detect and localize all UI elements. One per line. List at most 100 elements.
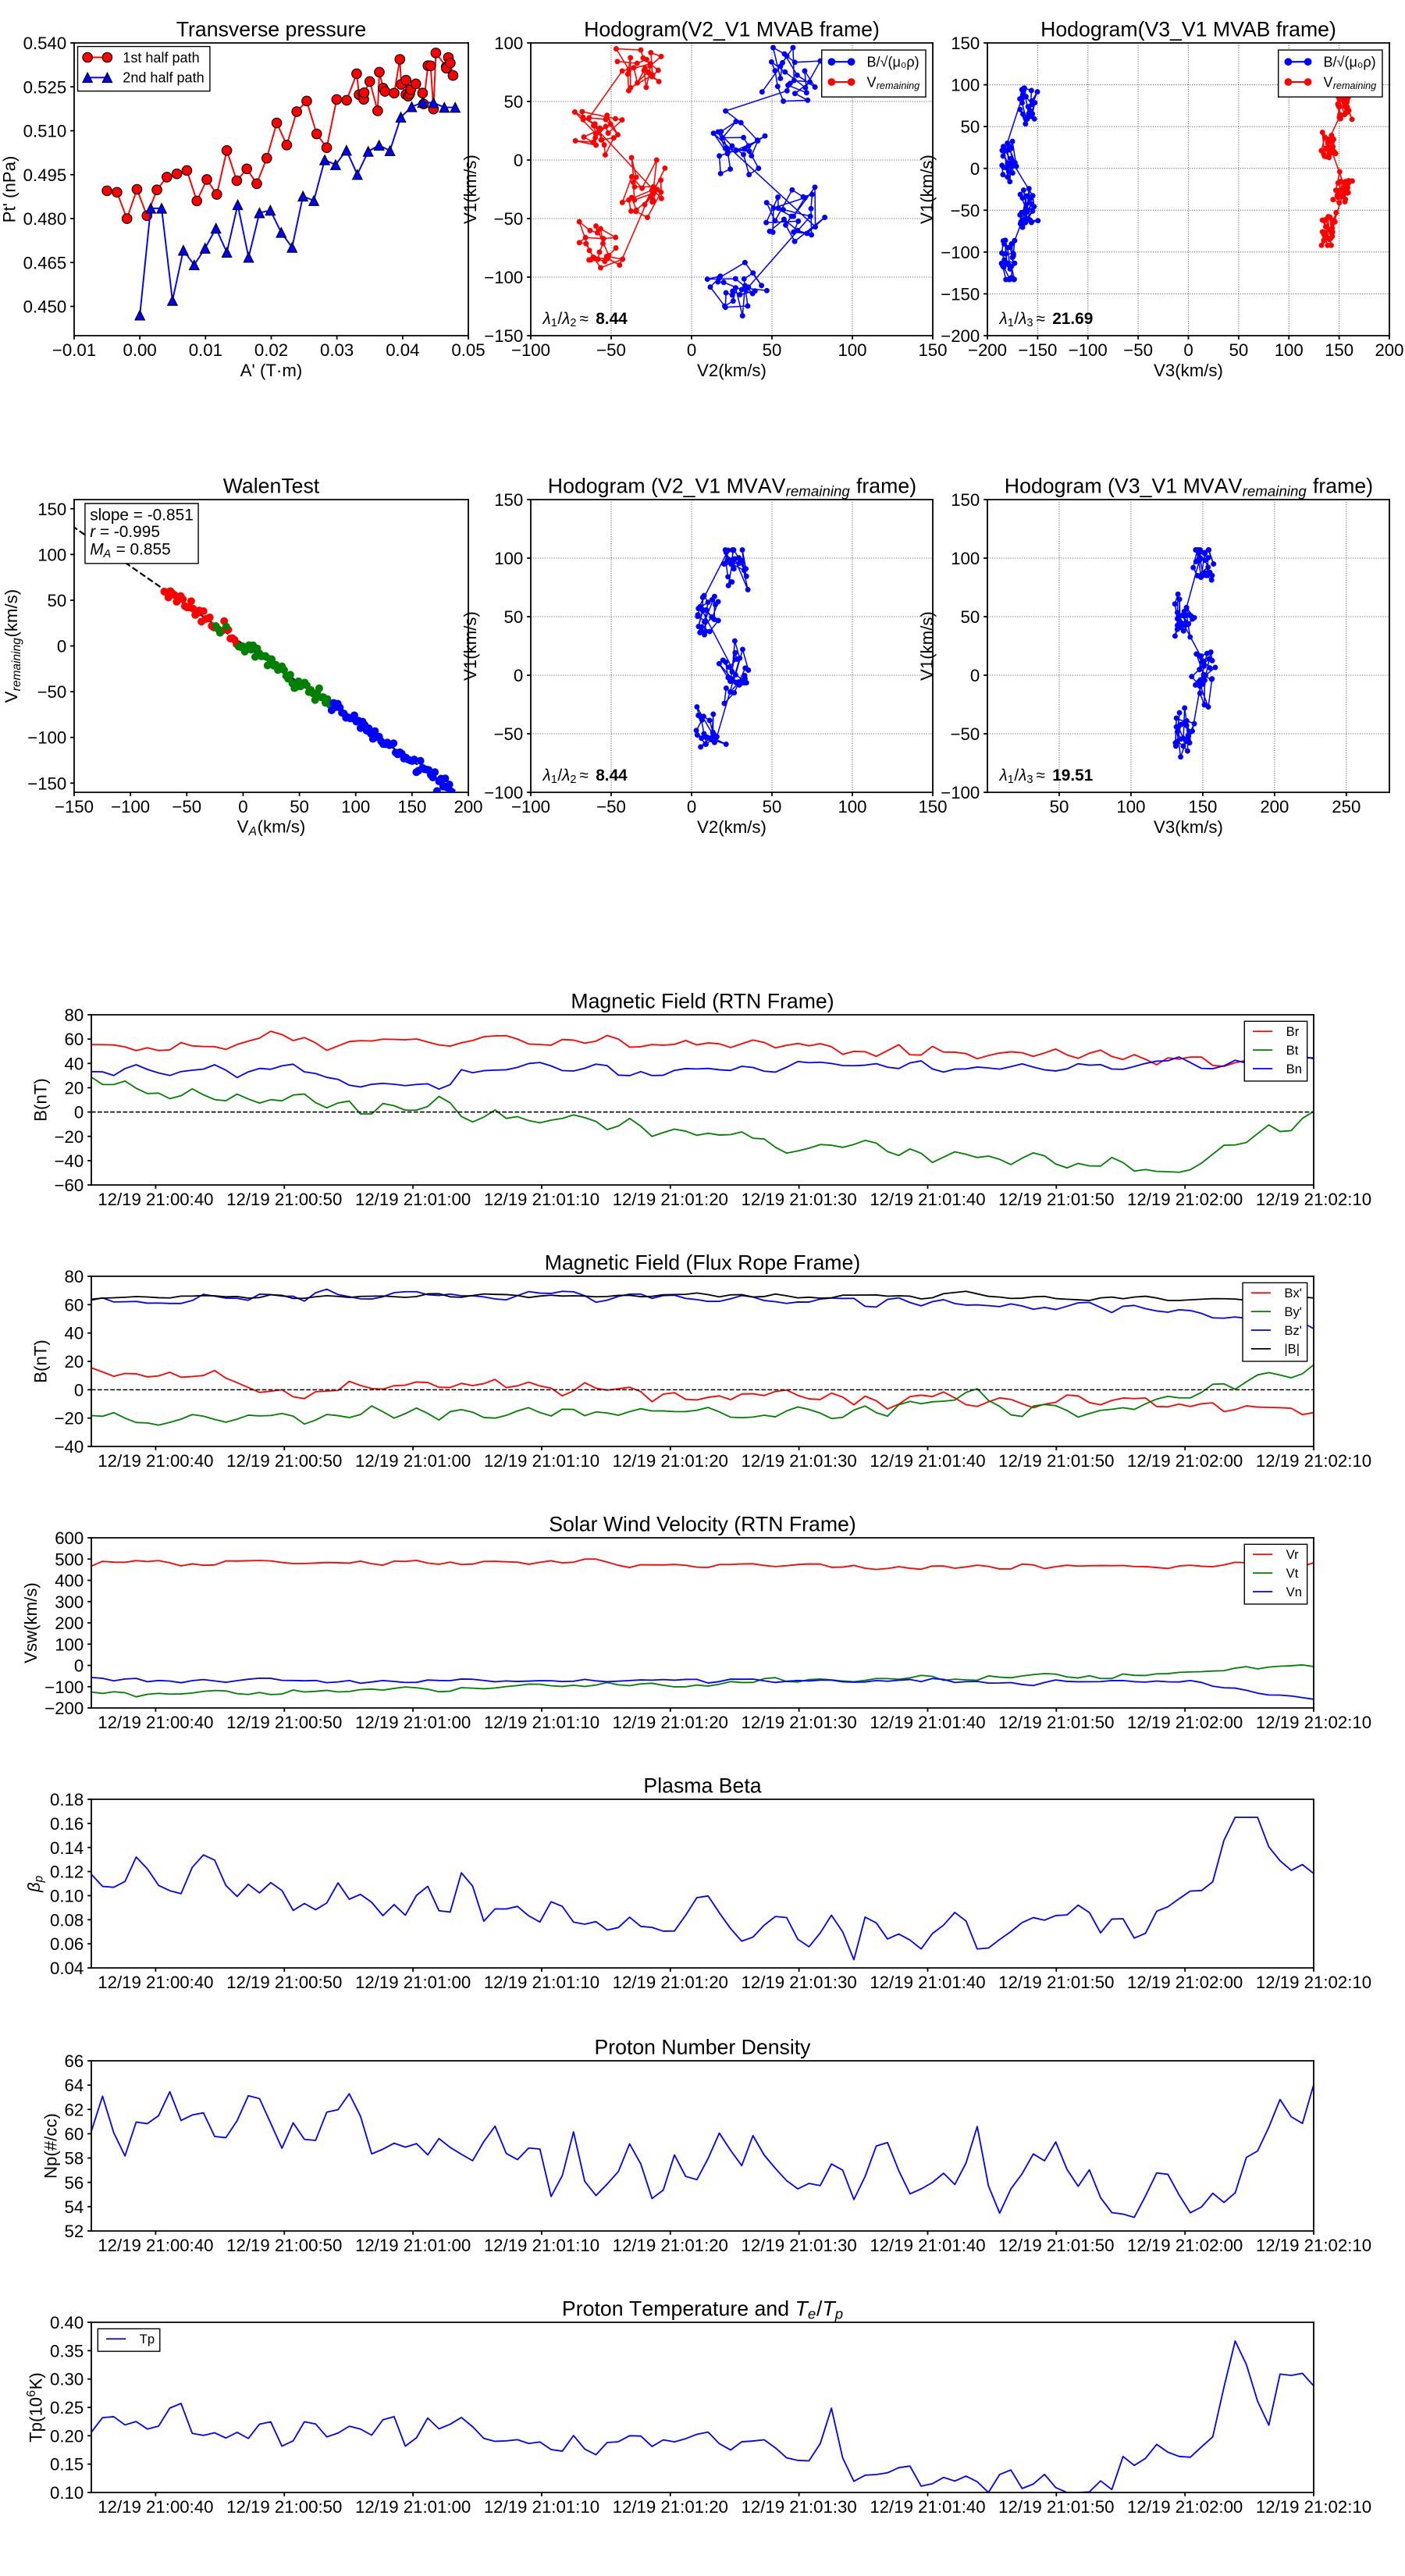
svg-text:50: 50: [504, 607, 524, 627]
svg-text:Vn: Vn: [1286, 1585, 1302, 1599]
svg-text:Transverse pressure: Transverse pressure: [176, 18, 366, 41]
svg-text:−100: −100: [484, 783, 523, 802]
svg-text:−50: −50: [494, 724, 524, 744]
svg-text:12/19 21:02:00: 12/19 21:02:00: [1127, 2236, 1243, 2255]
svg-text:V2(km/s): V2(km/s): [697, 817, 767, 837]
svg-text:100: 100: [341, 797, 370, 817]
svg-text:−50: −50: [1123, 340, 1153, 360]
svg-text:12/19 21:01:20: 12/19 21:01:20: [613, 1713, 728, 1732]
svg-text:12/19 21:01:00: 12/19 21:01:00: [355, 1451, 471, 1471]
svg-text:12/19 21:01:30: 12/19 21:01:30: [741, 2236, 856, 2255]
svg-text:Proton Number Density: Proton Number Density: [594, 2036, 811, 2059]
svg-text:150: 150: [1188, 797, 1217, 817]
svg-text:58: 58: [65, 2149, 84, 2169]
svg-text:150: 150: [951, 490, 980, 510]
svg-text:50: 50: [961, 607, 980, 627]
svg-text:60: 60: [65, 1295, 84, 1315]
svg-text:By': By': [1284, 1304, 1302, 1319]
svg-text:400: 400: [55, 1571, 84, 1591]
svg-text:0.06: 0.06: [50, 1934, 84, 1954]
svg-text:56: 56: [65, 2173, 84, 2193]
svg-text:50: 50: [1050, 797, 1069, 817]
svg-text:0: 0: [970, 666, 980, 685]
svg-text:40: 40: [65, 1054, 84, 1073]
svg-text:150: 150: [37, 500, 66, 519]
svg-text:12/19 21:01:50: 12/19 21:01:50: [998, 2497, 1114, 2517]
svg-text:64: 64: [65, 2076, 84, 2095]
svg-text:0.540: 0.540: [23, 34, 67, 53]
svg-text:P r o t: P r o t o n T e m p e r a t u r e a n d …: [562, 2297, 843, 2322]
svg-text:V1(km/s): V1(km/s): [461, 155, 480, 224]
svg-text:Solar Wind Velocity (RTN Frame: Solar Wind Velocity (RTN Frame): [549, 1513, 856, 1536]
svg-text:52: 52: [65, 2222, 84, 2241]
svg-text:100: 100: [838, 340, 866, 360]
svg-text:Vt: Vt: [1286, 1566, 1299, 1581]
svg-text:0.465: 0.465: [23, 253, 67, 272]
svg-text:Plasma Beta: Plasma Beta: [643, 1774, 761, 1798]
svg-text:−150: −150: [55, 797, 94, 817]
svg-text:0.18: 0.18: [50, 1790, 84, 1809]
svg-text:0.10: 0.10: [50, 2483, 84, 2503]
svg-text:60: 60: [65, 1030, 84, 1049]
svg-text:−200: −200: [44, 1699, 84, 1718]
svg-text:Magnetic Field (Flux Rope Fram: Magnetic Field (Flux Rope Frame): [545, 1251, 860, 1275]
svg-text:−50: −50: [951, 201, 980, 220]
svg-text:−50: −50: [37, 682, 67, 702]
svg-text:−20: −20: [55, 1409, 84, 1429]
svg-text:−40: −40: [55, 1151, 84, 1171]
svg-text:50: 50: [763, 797, 782, 817]
svg-text:V3(km/s): V3(km/s): [1154, 817, 1223, 837]
svg-text:0.08: 0.08: [50, 1910, 84, 1930]
svg-text:12/19 21:02:00: 12/19 21:02:00: [1127, 1973, 1243, 1992]
svg-text:−50: −50: [951, 724, 980, 744]
svg-text:12/19 21:01:50: 12/19 21:01:50: [998, 1190, 1114, 1209]
svg-text:12/19 21:02:10: 12/19 21:02:10: [1256, 2236, 1371, 2255]
svg-text:Bz': Bz': [1284, 1323, 1302, 1338]
svg-text:Tp: Tp: [140, 2332, 155, 2347]
svg-text:−150: −150: [27, 774, 66, 793]
svg-text:12/19 21:01:10: 12/19 21:01:10: [484, 1451, 599, 1471]
svg-text:0.510: 0.510: [23, 122, 67, 141]
svg-text:12/19 21:01:40: 12/19 21:01:40: [870, 1451, 985, 1471]
svg-text:12/19 21:01:10: 12/19 21:01:10: [484, 1713, 599, 1732]
svg-text:M A =: M A = 0 . 8 5 5: [90, 539, 171, 560]
svg-text:12/19 21:01:00: 12/19 21:01:00: [355, 2236, 471, 2255]
svg-text:100: 100: [37, 545, 66, 564]
svg-text:0: 0: [687, 340, 696, 360]
svg-text:12/19 21:01:40: 12/19 21:01:40: [870, 2236, 985, 2255]
svg-text:1st half path: 1st half path: [123, 50, 199, 66]
svg-text:12/19 21:00:40: 12/19 21:00:40: [98, 1973, 213, 1992]
svg-text:200: 200: [1375, 340, 1403, 360]
svg-text:200: 200: [55, 1614, 84, 1633]
svg-text:50: 50: [1229, 340, 1249, 360]
svg-text:Vr: Vr: [1286, 1547, 1299, 1562]
svg-text:B(nT): B(nT): [30, 1078, 50, 1122]
svg-text:12/19 21:01:30: 12/19 21:01:30: [741, 1190, 856, 1209]
svg-text:−50: −50: [494, 209, 524, 229]
svg-text:100: 100: [951, 76, 980, 95]
svg-text:12/19 21:01:50: 12/19 21:01:50: [998, 1451, 1114, 1471]
svg-text:0: 0: [74, 1380, 84, 1400]
svg-text:12/19 21:01:00: 12/19 21:01:00: [355, 1190, 471, 1209]
svg-text:0.01: 0.01: [189, 340, 222, 360]
svg-text:12/19 21:02:10: 12/19 21:02:10: [1256, 1451, 1371, 1471]
svg-text:−100: −100: [27, 728, 66, 748]
svg-text:12/19 21:00:50: 12/19 21:00:50: [226, 2236, 342, 2255]
svg-text:−40: −40: [55, 1437, 84, 1457]
svg-text:0.450: 0.450: [23, 297, 67, 317]
svg-text:WalenTest: WalenTest: [223, 475, 320, 498]
svg-text:12/19 21:01:50: 12/19 21:01:50: [998, 1713, 1114, 1732]
svg-text:−100: −100: [941, 783, 980, 802]
svg-text:−200: −200: [941, 326, 980, 346]
svg-text:12/19 21:02:00: 12/19 21:02:00: [1127, 1713, 1243, 1732]
svg-text:0.495: 0.495: [23, 165, 67, 185]
svg-text:λ λ 1 2: λ λ 1 2 / ≈ 8 . 4 4: [542, 308, 628, 330]
svg-text:50: 50: [48, 591, 67, 610]
svg-text:100: 100: [951, 549, 980, 568]
svg-text:B/√(μ₀ρ): B/√(μ₀ρ): [867, 55, 919, 70]
svg-text:12/19 21:01:40: 12/19 21:01:40: [870, 1973, 985, 1992]
svg-text:0.30: 0.30: [50, 2370, 84, 2389]
svg-text:V ( k m: V ( k m / s ) r e m a i n i n g: [2, 585, 24, 703]
svg-text:B(nT): B(nT): [30, 1340, 50, 1383]
svg-text:0.15: 0.15: [50, 2455, 84, 2475]
